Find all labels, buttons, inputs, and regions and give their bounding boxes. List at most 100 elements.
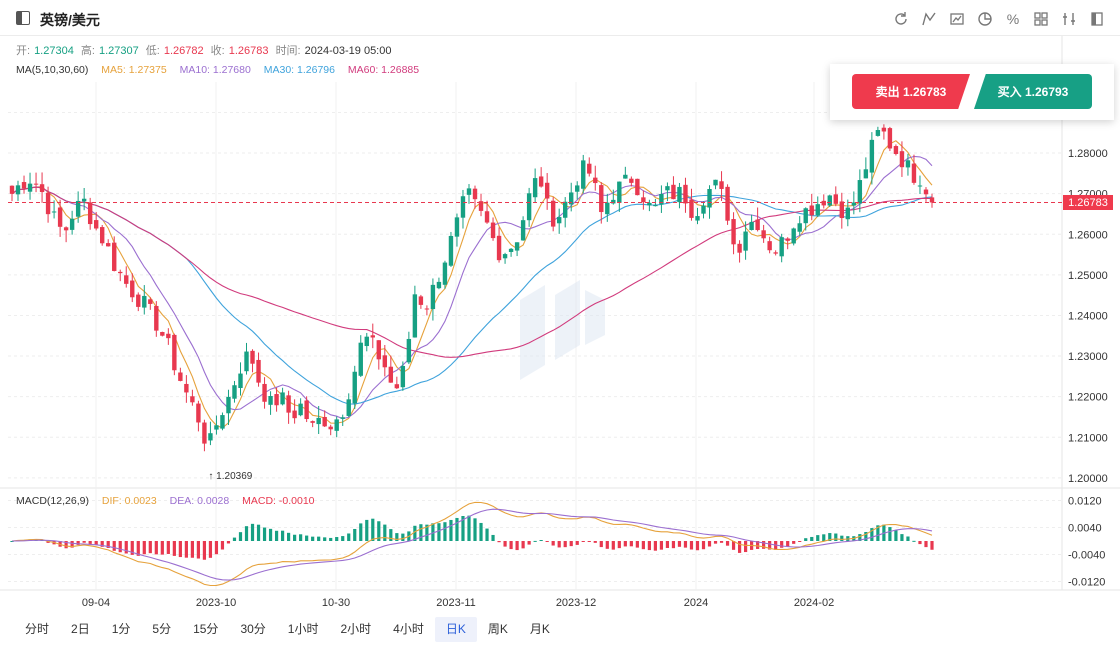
time-tick-label: 09-04 (82, 597, 110, 609)
period-tab-11[interactable]: 月K (529, 622, 550, 636)
period-tab-1[interactable]: 2日 (71, 622, 90, 636)
macd-bar (804, 538, 808, 541)
macd-bar (70, 541, 74, 548)
refresh-icon[interactable] (888, 8, 914, 30)
macd-bar (719, 541, 724, 543)
candle-body (310, 421, 315, 423)
chart-type-icon[interactable] (944, 8, 970, 30)
candle-body (322, 416, 327, 427)
candle-body (454, 217, 460, 237)
macd-bar (413, 525, 417, 541)
candle-body (665, 186, 670, 191)
period-tab-8[interactable]: 4小时 (393, 622, 424, 636)
low-annotation: ↑ 1.20369 (208, 471, 252, 482)
macd-bar (527, 541, 531, 545)
macd-bar (731, 541, 736, 550)
candle-body (220, 415, 225, 429)
toolbar: % (888, 8, 1110, 30)
ma10-line (11, 155, 933, 420)
percent-icon[interactable]: % (1006, 11, 1020, 27)
macd-bar (112, 541, 116, 551)
candle-body (851, 202, 857, 206)
candle-body (316, 417, 321, 425)
candle-body (148, 299, 153, 304)
macd-bar (172, 541, 176, 556)
macd-bar (768, 541, 772, 550)
macd-bar (629, 541, 633, 547)
candle-body (701, 205, 706, 214)
ohlc-info: 开: 1.27304 高: 1.27307 低: 1.26782 收: 1.26783 … (16, 42, 395, 58)
macd-bar (256, 524, 261, 541)
macd-bar (894, 530, 898, 541)
macd-tick-label: -0.0040 (1068, 550, 1105, 562)
candle-body (683, 184, 688, 204)
macd-bar (178, 541, 182, 558)
low-label: 低: (145, 45, 160, 57)
candle-body (815, 204, 820, 216)
period-tab-3[interactable]: 5分 (152, 622, 172, 636)
period-tab-7[interactable]: 2小时 (340, 622, 372, 636)
candle-body (905, 160, 911, 168)
candle-body (352, 371, 357, 404)
candle-body (142, 295, 147, 308)
draw-icon[interactable] (916, 8, 942, 30)
period-tab-4[interactable]: 15分 (193, 622, 219, 636)
macd-bar (689, 541, 694, 550)
buy-button[interactable]: 买入 1.26793 (974, 74, 1092, 109)
macd-bar (142, 541, 146, 555)
macd-bar (569, 541, 573, 547)
period-tab-5[interactable]: 30分 (240, 622, 266, 636)
candle-body (27, 183, 33, 192)
candle-body (406, 338, 412, 363)
macd-bar (521, 541, 525, 549)
candle-body (412, 294, 418, 338)
macd-bar (106, 541, 110, 548)
candlestick-chart[interactable]: ↑ 1.20369↓ 1.2893 1.290001.280001.270001… (0, 0, 1120, 615)
candle-body (611, 199, 616, 204)
layout-icon[interactable] (1028, 8, 1054, 30)
macd-bar (347, 533, 351, 541)
candle-body (821, 200, 826, 206)
candle-body (346, 399, 351, 416)
time-tick-label: 10-30 (322, 597, 350, 609)
candle-body (707, 189, 712, 208)
indicator-icon[interactable] (1056, 8, 1082, 30)
period-tab-9[interactable]: 日K (434, 617, 477, 642)
sidebar-toggle-icon[interactable] (16, 11, 30, 25)
macd-bar (743, 541, 748, 553)
macd-bar (268, 528, 273, 541)
macd-bar (467, 515, 471, 541)
macd-bar (822, 534, 826, 541)
candle-body (364, 336, 369, 347)
macd-bar (232, 537, 237, 541)
period-tab-2[interactable]: 1分 (111, 622, 131, 636)
moving-average-lines (11, 140, 933, 429)
candle-body (917, 185, 923, 187)
pie-icon[interactable] (972, 8, 998, 30)
sell-button[interactable]: 卖出 1.26783 (852, 74, 970, 109)
period-tab-6[interactable]: 1小时 (287, 622, 319, 636)
close-value: 1.26783 (228, 45, 269, 57)
macd-bar (485, 528, 489, 541)
price-tick-label: 1.21000 (1068, 432, 1108, 444)
period-tab-0[interactable]: 分时 (25, 622, 50, 636)
candle-body (881, 127, 887, 132)
macd-bar (160, 541, 164, 555)
macd-bar (756, 541, 760, 549)
macd-bar (425, 524, 429, 541)
candle-body (298, 403, 303, 416)
candle-body (556, 217, 562, 224)
macd-bar (94, 541, 98, 545)
macd-title: MACD(12,26,9) (16, 495, 89, 507)
candle-body (647, 202, 652, 206)
fullscreen-icon[interactable] (1084, 8, 1110, 30)
macd-bar (737, 541, 742, 553)
candle-body (641, 197, 646, 203)
macd-bar (250, 523, 255, 541)
symbol-title: 英镑/美元 (40, 12, 100, 28)
macd-bar (557, 541, 561, 548)
candle-body (388, 366, 394, 383)
period-tab-10[interactable]: 周K (487, 622, 508, 636)
candle-body (803, 208, 808, 224)
macd-bar (641, 541, 645, 550)
